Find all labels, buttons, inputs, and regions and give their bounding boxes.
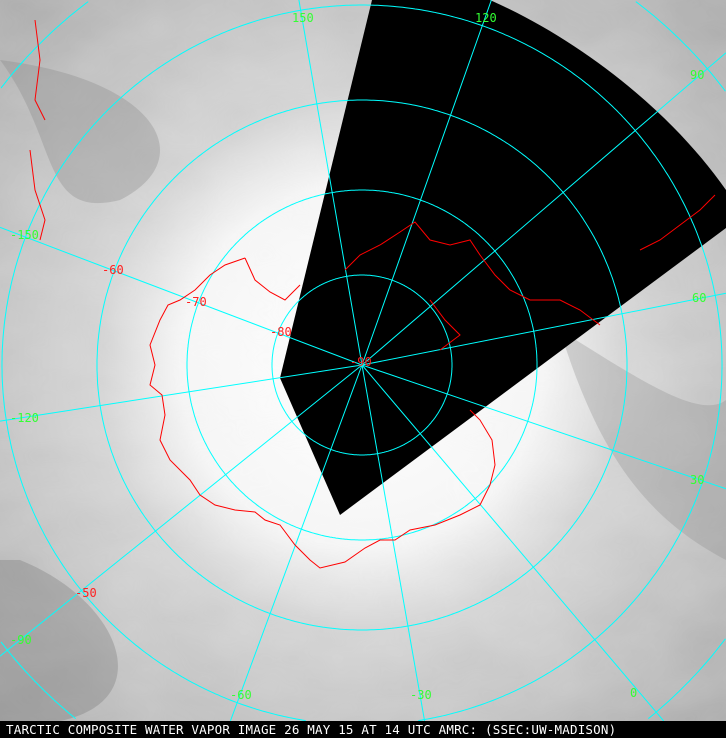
dry-air-region bbox=[560, 330, 726, 560]
longitude-label: -150 bbox=[10, 228, 39, 242]
longitude-label: 150 bbox=[292, 11, 314, 25]
no-data-region bbox=[280, 0, 726, 515]
longitude-line bbox=[361, 364, 426, 721]
longitude-label: 90 bbox=[690, 68, 704, 82]
latitude-circle bbox=[186, 189, 538, 541]
longitude-line bbox=[0, 364, 363, 422]
longitude-line bbox=[229, 364, 363, 721]
latitude-label: -60 bbox=[102, 263, 124, 277]
longitude-line bbox=[0, 364, 363, 657]
antarctica-coastline bbox=[149, 194, 716, 569]
longitude-label: 30 bbox=[690, 473, 704, 487]
longitude-label: -60 bbox=[230, 688, 252, 702]
new-zealand-coastline bbox=[34, 19, 46, 121]
water-vapor-map: 150 120 90 60 30 0 -30 -60 -90 -120 -150 -50 -60 -70 -… bbox=[0, 0, 726, 721]
longitude-line bbox=[361, 364, 665, 721]
latitude-label: -70 bbox=[185, 295, 207, 309]
longitude-label: 60 bbox=[692, 291, 706, 305]
dry-air-region bbox=[0, 60, 160, 204]
graticule bbox=[0, 0, 726, 721]
longitude-line bbox=[298, 0, 363, 366]
longitude-label: 120 bbox=[475, 11, 497, 25]
latitude-circle bbox=[1, 4, 723, 721]
longitude-label: -30 bbox=[410, 688, 432, 702]
latitude-circle bbox=[96, 99, 628, 631]
latitude-circle bbox=[271, 274, 453, 456]
longitude-label: 0 bbox=[630, 686, 637, 700]
image-caption: TARCTIC COMPOSITE WATER VAPOR IMAGE 26 M… bbox=[0, 721, 726, 738]
longitude-line bbox=[361, 364, 726, 490]
longitude-label: -90 bbox=[10, 633, 32, 647]
longitude-line bbox=[361, 292, 726, 366]
latitude-label: -80 bbox=[270, 325, 292, 339]
latitude-label: -90 bbox=[350, 355, 372, 369]
longitude-line bbox=[361, 52, 726, 366]
longitude-line bbox=[0, 226, 363, 366]
dry-air-region bbox=[0, 560, 118, 721]
latitude-circle bbox=[0, 1, 726, 719]
latitude-label: -50 bbox=[75, 586, 97, 600]
longitude-label: -120 bbox=[10, 411, 39, 425]
longitude-line bbox=[361, 0, 492, 366]
new-zealand-coastline bbox=[29, 149, 46, 241]
